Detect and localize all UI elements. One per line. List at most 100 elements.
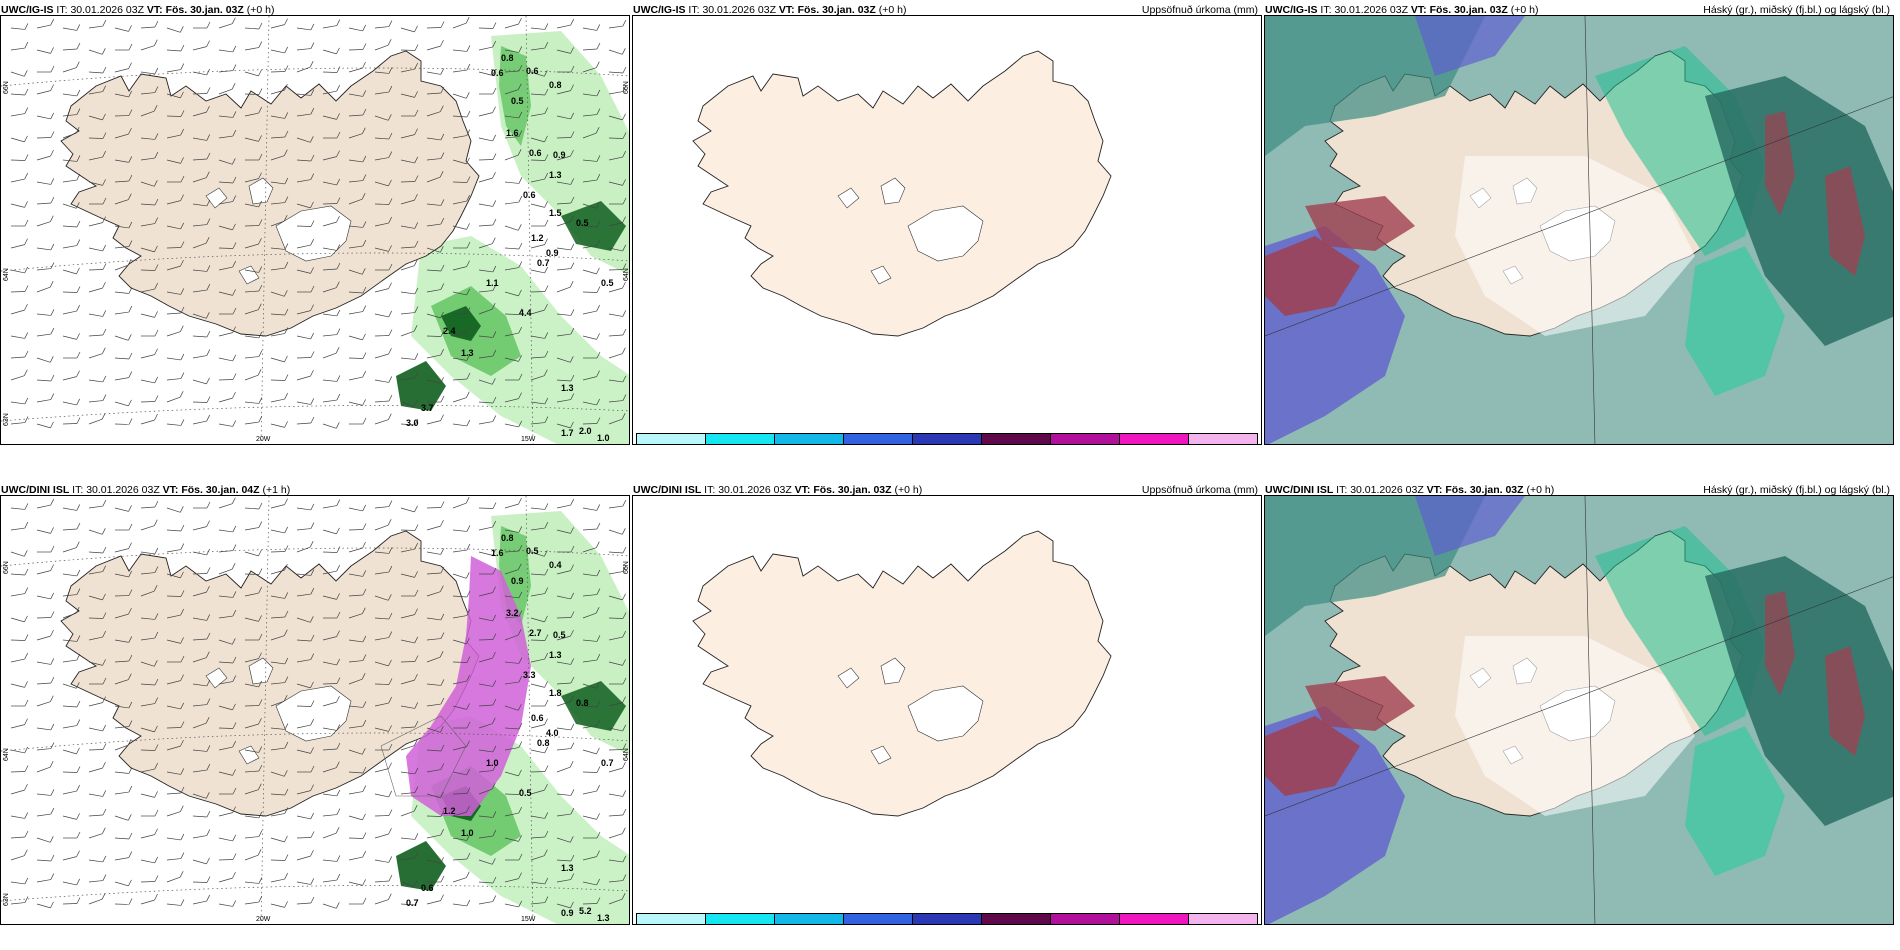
precip-value-label: 1.3 bbox=[549, 650, 562, 660]
legend-title: Uppsöfnuð úrkoma (mm) bbox=[1141, 4, 1258, 16]
precip-value-label: 1.0 bbox=[597, 433, 610, 443]
precip-value-label: 0.6 bbox=[529, 148, 542, 158]
precip-value-label: 2.0 bbox=[579, 426, 592, 436]
precip-value-label: 0.5 bbox=[576, 218, 589, 228]
precip-value-label: 0.9 bbox=[561, 908, 574, 918]
hatched-area bbox=[380, 715, 467, 797]
glacier bbox=[907, 205, 984, 262]
mid-cloud-area bbox=[1415, 496, 1525, 556]
glacier bbox=[837, 187, 860, 209]
legend-title: Uppsöfnuð úrkoma (mm) bbox=[1141, 484, 1258, 496]
glacier bbox=[248, 657, 274, 685]
precip-value-label: 0.8 bbox=[549, 80, 562, 90]
colorbar-swatch bbox=[636, 913, 706, 924]
glacier bbox=[205, 187, 228, 209]
colorbar-swatch bbox=[1187, 433, 1258, 444]
colorbar-swatch bbox=[704, 433, 775, 444]
precip-value-label: 1.0 bbox=[461, 828, 474, 838]
high-cloud-area bbox=[1265, 236, 1360, 316]
precip-value-label: 3.0 bbox=[406, 418, 419, 428]
precip-value-label: 1.6 bbox=[491, 548, 504, 558]
precip-colorbar: 110255075100150200400 bbox=[636, 431, 1260, 444]
glacier bbox=[275, 685, 352, 742]
precip-value-label: 0.5 bbox=[519, 788, 532, 798]
glacier bbox=[870, 265, 892, 285]
glacier bbox=[870, 745, 892, 765]
map-frame[interactable]: 0.8 1.6 0.5 0.4 0.9 3.2 2.7 0.5 1.3 3.3 1.8 0.8 0.6 4… bbox=[0, 495, 630, 925]
precip-value-label: 0.4 bbox=[549, 560, 562, 570]
frontal-line bbox=[1265, 96, 1893, 337]
frontal-line bbox=[1584, 496, 1596, 924]
precip-band-mid bbox=[499, 46, 531, 146]
legend-title: Háský (gr.), miðský (fj.bl.) og lágský (… bbox=[1703, 484, 1890, 496]
low-cloud-deck bbox=[1705, 556, 1893, 826]
precip-value-label: 0.8 bbox=[576, 698, 589, 708]
precip-value-label: 1.3 bbox=[461, 348, 474, 358]
graticule bbox=[1, 496, 629, 924]
glacier bbox=[248, 177, 274, 205]
map-canvas[interactable]: 0.80.6 0.60.80.51.60.6 0.91.30.61.50.51.20… bbox=[1, 16, 630, 445]
low-cloud-deck bbox=[1705, 76, 1893, 346]
glacier bbox=[275, 205, 352, 262]
map-canvas[interactable] bbox=[1265, 496, 1894, 925]
axis-label: 64N bbox=[623, 268, 630, 281]
clear-area bbox=[1455, 156, 1695, 336]
precip-value-label: 1.3 bbox=[597, 913, 610, 923]
map-canvas[interactable] bbox=[633, 16, 1262, 445]
colorbar-swatch bbox=[1049, 913, 1120, 924]
precip-value-label: 1.2 bbox=[443, 806, 456, 816]
colorbar-swatch bbox=[842, 433, 913, 444]
precip-value-label: 0.8 bbox=[501, 53, 514, 63]
precip-value-label: 0.5 bbox=[601, 278, 614, 288]
glacier bbox=[880, 177, 906, 205]
map-canvas[interactable] bbox=[1265, 16, 1894, 445]
precip-value-label: 3.2 bbox=[506, 608, 519, 618]
colorbar-swatch bbox=[773, 913, 844, 924]
axis-label: 63N bbox=[3, 413, 10, 426]
panel-bottom-right-cloud-map: UWC/DINI ISL IT: 30.01.2026 03Z VT: Fös.… bbox=[1264, 480, 1894, 930]
map-canvas[interactable]: 0.81.6 0.50.40.93.22.7 0.51.33.31.80.80.64… bbox=[1, 496, 630, 925]
glacier bbox=[238, 745, 260, 765]
glacier bbox=[837, 667, 860, 689]
glacier bbox=[880, 657, 906, 685]
precip-value-label: 0.9 bbox=[511, 576, 524, 586]
precip-value-label: 0.8 bbox=[501, 533, 514, 543]
precip-value-label: 1.3 bbox=[549, 170, 562, 180]
precip-value-label: 0.6 bbox=[421, 883, 434, 893]
precip-band-dark bbox=[396, 361, 446, 411]
panel-title: UWC/IG-IS IT: 30.01.2026 03Z VT: Fös. 30… bbox=[633, 4, 1258, 16]
map-frame[interactable]: 110255075100150200400 bbox=[632, 495, 1262, 925]
precip-value-label: 1.3 bbox=[561, 383, 574, 393]
map-frame[interactable] bbox=[1264, 495, 1894, 925]
precip-value-label: 1.2 bbox=[531, 233, 544, 243]
panel-title: UWC/DINI ISL IT: 30.01.2026 03Z VT: Fös.… bbox=[633, 484, 1258, 496]
panel-bottom-left-wind-map: UWC/DINI ISL IT: 30.01.2026 03Z VT: Fös.… bbox=[0, 480, 630, 930]
wind-barbs bbox=[10, 497, 627, 909]
colorbar-swatch bbox=[980, 433, 1051, 444]
map-canvas[interactable] bbox=[633, 496, 1262, 925]
colorbar-swatch bbox=[773, 433, 844, 444]
precip-value-label: 4.4 bbox=[519, 308, 532, 318]
colorbar-swatch bbox=[1049, 433, 1120, 444]
high-cloud-band bbox=[1825, 166, 1865, 276]
colorbar-swatch bbox=[842, 913, 913, 924]
precip-value-label: 0.8 bbox=[537, 738, 550, 748]
panel-top-right-cloud-map: UWC/IG-IS IT: 30.01.2026 03Z VT: Fös. 30… bbox=[1264, 0, 1894, 450]
precip-value-label: 0.5 bbox=[553, 630, 566, 640]
axis-label: 66N bbox=[3, 561, 10, 574]
precip-value-label: 0.9 bbox=[553, 150, 566, 160]
colorbar-swatch bbox=[1187, 913, 1258, 924]
map-frame[interactable] bbox=[1264, 15, 1894, 445]
precip-value-label: 0.6 bbox=[523, 190, 536, 200]
panel-title: UWC/DINI ISL IT: 30.01.2026 03Z VT: Fös.… bbox=[1, 484, 291, 496]
glacier bbox=[907, 685, 984, 742]
panel-title: UWC/DINI ISL IT: 30.01.2026 03Z VT: Fös.… bbox=[1265, 484, 1890, 496]
precip-value-label: 1.7 bbox=[561, 428, 574, 438]
glacier bbox=[238, 265, 260, 285]
colorbar-swatch bbox=[1118, 433, 1189, 444]
map-frame[interactable]: 110255075100150200400 bbox=[632, 15, 1262, 445]
map-frame[interactable]: 0.8 0.6 0.6 0.8 0.5 1.6 0.6 0.9 1.3 0.6 1.5 0.5 1.2 0… bbox=[0, 15, 630, 445]
precip-band-dark bbox=[561, 681, 626, 731]
clear-area bbox=[1455, 636, 1695, 816]
axis-label: 15W bbox=[521, 436, 536, 443]
